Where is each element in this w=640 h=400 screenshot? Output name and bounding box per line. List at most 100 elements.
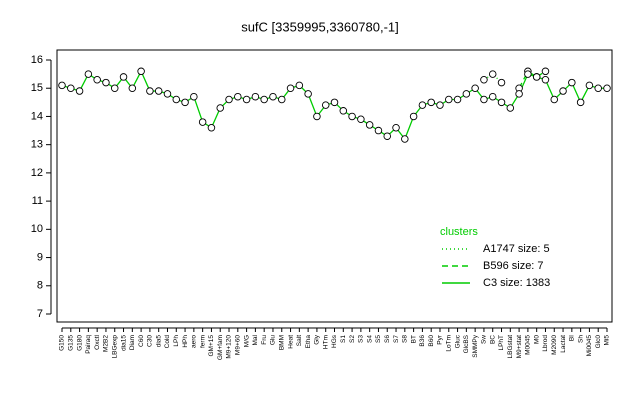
x-tick-label: HTm [322,335,329,349]
data-point [102,78,110,87]
data-point [172,95,181,104]
data-point [330,98,339,107]
x-tick-label: Etha [305,335,312,349]
x-tick-label: SMMPy [472,334,479,358]
data-point [190,92,198,101]
x-tick-label: B60 [428,335,435,347]
data-point [119,73,128,81]
x-tick-label: Gly [314,334,321,345]
data-point [453,95,462,104]
x-tick-label: Lactat [560,335,567,353]
x-tick-label: BMM [278,335,285,350]
legend-label: A1747 size: 5 [483,243,550,255]
x-tick-label: G180 [76,335,83,351]
data-point [365,121,374,129]
x-tick-label: Sh [577,335,584,343]
x-tick-label: M9+60 [235,335,242,355]
x-tick-label: M2090 [551,335,558,355]
x-tick-label: Salt [296,335,303,346]
x-tick-label: HPh [182,335,189,348]
x-tick-label: Fru [261,335,268,345]
data-point [497,78,506,87]
data-point [225,95,233,104]
x-tick-label: C30 [147,335,154,347]
x-tick-label: LBGstat [507,335,514,359]
y-tick-label: 15 [31,82,43,94]
x-tick-label: Glc0 [595,335,602,349]
x-tick-label: S2 [349,335,356,343]
data-point [234,92,242,101]
data-point [585,81,594,90]
x-tick-label: Lbrod [542,335,549,352]
data-point [568,78,576,87]
data-point [146,87,154,95]
data-point [348,112,356,121]
data-point [462,90,471,98]
legend-title: clusters [440,226,478,238]
x-tick-label: Heat [287,335,294,349]
y-tick-label: 8 [37,280,43,292]
x-tick-label: dia15 [120,335,127,351]
data-point [401,135,409,143]
x-tick-label: Sw [481,335,488,344]
x-tick-label: Glu [270,335,277,346]
data-point [445,95,453,104]
data-point [506,104,515,112]
data-point [497,98,506,107]
x-tick-label: Pyr [437,334,444,345]
data-point [128,84,137,92]
x-tick-label: M/G [243,335,250,347]
x-tick-label: M0 [533,335,540,344]
data-point [594,84,602,92]
chart-title: sufC [3359995,3360780,-1] [241,19,399,34]
x-tick-label: S1 [340,335,347,343]
x-tick-label: BI [569,335,576,341]
y-tick-label: 9 [37,251,43,263]
x-tick-label: M0045 [525,335,532,355]
y-tick-label: 14 [31,110,43,122]
x-tick-label: Diam [129,335,136,350]
x-tick-label: S5 [375,335,382,343]
data-point [576,98,585,107]
x-tick-label: GlcBS [463,334,470,353]
plot-frame [56,49,613,323]
x-tick-label: G150 [59,335,66,351]
data-point [163,90,172,98]
y-tick-label: 12 [31,167,43,179]
x-tick-label: Cold [164,335,171,349]
data-point [137,67,145,76]
data-point [524,70,532,78]
x-tick-label: BT [410,335,417,343]
data-point [67,84,75,92]
data-point [216,104,224,112]
x-tick-label: M9+stat [516,335,523,358]
x-tick-label: LPhT [498,335,505,351]
x-tick-label: B36 [419,335,426,347]
y-tick-label: 7 [37,308,43,320]
data-point [541,76,550,84]
legend-label: B596 size: 7 [483,260,544,272]
x-tick-label: S3 [358,335,365,343]
data-point [207,123,216,132]
y-tick-label: 10 [31,223,43,235]
x-tick-label: Mi0045 [586,335,593,357]
x-tick-label: S7 [393,335,400,343]
data-point [58,81,66,90]
x-tick-label: G135 [68,335,75,351]
data-point [559,87,567,95]
y-tick-label: 11 [32,195,43,207]
data-point [392,123,400,132]
data-point [515,90,523,98]
x-tick-label: S4 [366,335,373,343]
x-tick-label: Oxctl [94,334,101,349]
y-tick-label: 16 [31,54,43,66]
data-point [541,67,550,76]
data-point [75,87,84,95]
data-point [242,95,251,104]
data-point [480,76,488,84]
data-point [374,126,383,135]
data-point [532,73,541,81]
data-point [357,115,365,124]
data-point [339,107,348,115]
